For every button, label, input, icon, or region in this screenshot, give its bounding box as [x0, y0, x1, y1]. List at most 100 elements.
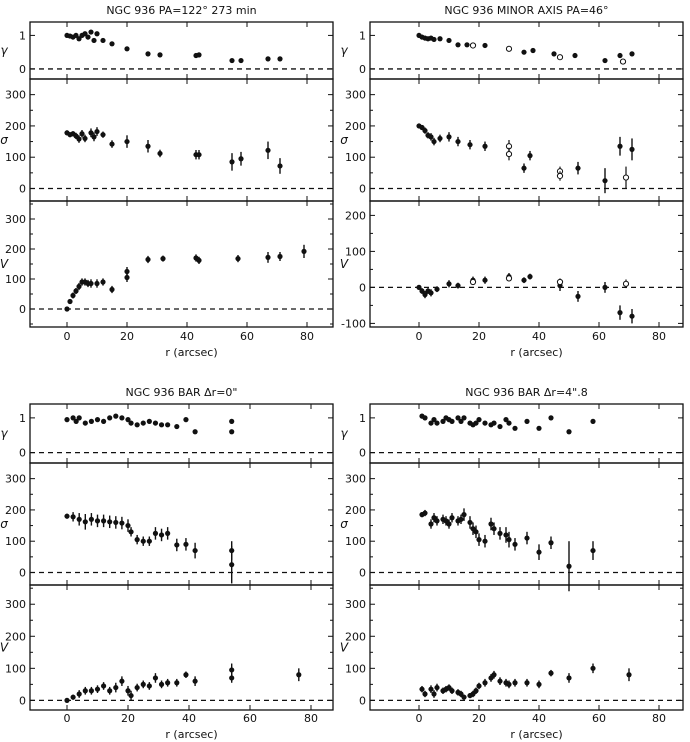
data-point — [434, 420, 440, 426]
data-point — [145, 143, 151, 149]
y-tick-label: 0 — [359, 281, 366, 294]
data-point — [482, 680, 488, 686]
x-tick-label: 20 — [120, 330, 134, 343]
data-point — [458, 516, 464, 522]
data-point — [183, 541, 189, 547]
y-tick-label: 300 — [345, 598, 366, 611]
open-data-point — [622, 280, 630, 287]
data-point — [277, 253, 283, 260]
data-point — [617, 52, 623, 59]
data-point — [548, 415, 554, 421]
y-tick-label: 200 — [5, 630, 26, 643]
data-point — [503, 417, 509, 423]
y-tick-label: 0 — [359, 566, 366, 579]
data-point — [572, 52, 578, 59]
data-point — [91, 37, 97, 44]
data-point — [94, 518, 101, 524]
data-point — [467, 142, 473, 148]
data-point — [238, 57, 244, 64]
data-point — [422, 510, 428, 516]
y-tick-label: 200 — [345, 630, 366, 643]
x-axis-label: r (arcsec) — [165, 728, 217, 741]
velocity-panel-ylabel: V — [0, 641, 9, 655]
data-point — [101, 418, 107, 424]
data-point — [73, 32, 79, 39]
data-point — [113, 519, 119, 526]
data-point — [238, 156, 244, 162]
data-point — [64, 697, 70, 703]
data-point — [88, 418, 94, 424]
data-point — [548, 540, 554, 546]
y-tick-label: 200 — [345, 504, 366, 517]
data-point — [196, 257, 202, 263]
data-point — [82, 135, 88, 142]
data-point — [590, 418, 596, 424]
open-data-point — [556, 278, 564, 286]
velocity-panel-ylabel: V — [0, 257, 9, 271]
x-tick-label: 60 — [592, 712, 606, 725]
data-point — [119, 678, 125, 684]
data-point — [449, 688, 455, 694]
data-point — [140, 420, 146, 426]
data-point — [449, 418, 455, 424]
data-point — [196, 152, 202, 158]
data-point — [428, 290, 434, 296]
data-point — [602, 284, 608, 290]
data-point — [428, 521, 434, 527]
data-point — [422, 292, 428, 298]
data-point — [482, 143, 488, 149]
data-point — [82, 519, 88, 525]
data-point — [530, 47, 536, 54]
data-point — [482, 420, 488, 426]
data-point — [265, 254, 271, 260]
chart-title: NGC 936 BAR Δr=0" — [126, 386, 238, 399]
data-point — [482, 42, 488, 49]
data-point — [160, 256, 166, 262]
data-point — [76, 283, 82, 290]
x-tick-label: 0 — [64, 330, 71, 343]
data-point — [461, 415, 467, 421]
gamma-panel-frame — [29, 21, 334, 80]
data-point — [527, 153, 533, 159]
data-point — [575, 165, 581, 171]
x-axis-label: r (arcsec) — [510, 346, 562, 359]
data-point — [128, 529, 134, 535]
sigma-panel-frame — [29, 462, 334, 586]
data-point — [76, 415, 82, 421]
gamma-panel-frame — [369, 403, 684, 464]
data-point — [146, 683, 152, 689]
chart-title: NGC 936 MINOR AXIS PA=46° — [444, 4, 608, 17]
x-tick-label: 60 — [243, 712, 257, 725]
x-tick-label: 80 — [300, 330, 314, 343]
data-point — [88, 29, 94, 35]
data-point — [70, 694, 76, 700]
y-tick-label: 200 — [5, 243, 26, 256]
y-tick-label: 0 — [359, 694, 366, 707]
data-point — [602, 178, 608, 184]
data-point — [183, 417, 189, 423]
sigma-panel-ylabel: σ — [340, 517, 348, 531]
velocity-panel-frame — [369, 200, 684, 328]
data-point — [536, 681, 542, 687]
data-point — [602, 57, 608, 64]
data-point — [536, 549, 542, 555]
data-point — [88, 130, 94, 136]
x-tick-label: 80 — [652, 712, 666, 725]
data-point — [512, 680, 518, 686]
data-point — [125, 688, 131, 694]
data-point — [521, 277, 527, 283]
y-tick-label: 100 — [5, 662, 26, 675]
data-point — [174, 542, 180, 548]
data-point — [521, 165, 527, 171]
velocity-panel-frame — [369, 584, 684, 711]
y-tick-label: 1 — [19, 29, 26, 42]
data-point — [100, 37, 106, 44]
open-data-point — [619, 58, 627, 65]
data-point — [100, 132, 106, 138]
data-point — [165, 530, 171, 536]
data-point — [431, 691, 437, 697]
data-point — [94, 417, 101, 423]
sigma-panel-ylabel: σ — [0, 517, 8, 531]
data-point — [503, 532, 509, 538]
